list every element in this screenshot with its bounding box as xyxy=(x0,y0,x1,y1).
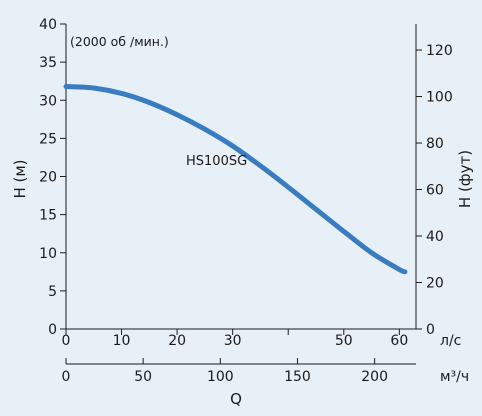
bottom-axis-ls: 0 10 20 30 50 60 xyxy=(62,329,408,349)
left-tick-label: 15 xyxy=(39,208,57,224)
plot-frame xyxy=(65,24,417,365)
series-label: HS100SG xyxy=(186,154,247,169)
right-tick-label: 40 xyxy=(426,229,444,245)
left-tick-label: 0 xyxy=(48,322,57,338)
bottom-tick-label: 20 xyxy=(168,333,186,349)
right-tick-label: 60 xyxy=(426,183,444,199)
left-tick-label: 30 xyxy=(39,93,57,109)
second-tick-label: 0 xyxy=(62,369,71,385)
second-tick-label: 100 xyxy=(207,369,234,385)
bottom-unit-ls: л/с xyxy=(440,333,461,349)
left-tick-label: 10 xyxy=(39,246,57,262)
bottom-tick-label: 30 xyxy=(224,333,242,349)
left-tick-label: 20 xyxy=(39,170,57,186)
second-tick-label: 200 xyxy=(361,369,388,385)
right-axis-title: H (фут) xyxy=(456,150,474,208)
bottom-tick-label: 0 xyxy=(62,333,71,349)
left-tick-label: 35 xyxy=(39,55,57,71)
bottom-tick-label: 60 xyxy=(390,333,408,349)
bottom-tick-label: 50 xyxy=(335,333,353,349)
second-tick-label: 150 xyxy=(284,369,311,385)
rpm-annotation: (2000 об /мин.) xyxy=(70,34,169,49)
left-axis-title: H (м) xyxy=(11,159,29,198)
left-tick-label: 25 xyxy=(39,131,57,147)
right-tick-label: 0 xyxy=(426,322,435,338)
right-tick-label: 80 xyxy=(426,136,444,152)
left-tick-label: 5 xyxy=(48,284,57,300)
left-tick-label: 40 xyxy=(39,17,57,33)
bottom-axis-m3h: 0 50 100 150 200 xyxy=(62,358,388,385)
left-axis: 0 5 10 15 20 25 30 35 40 xyxy=(39,17,66,338)
right-axis: 0 20 40 60 80 100 120 xyxy=(416,43,453,338)
right-tick-label: 120 xyxy=(426,43,453,59)
right-tick-label: 20 xyxy=(426,276,444,292)
series-line-hs100sg xyxy=(63,84,408,275)
bottom-unit-m3h: м³/ч xyxy=(440,369,469,385)
second-tick-label: 50 xyxy=(134,369,152,385)
right-tick-label: 100 xyxy=(426,90,453,106)
bottom-tick-label: 10 xyxy=(113,333,131,349)
x-axis-title: Q xyxy=(230,390,242,408)
